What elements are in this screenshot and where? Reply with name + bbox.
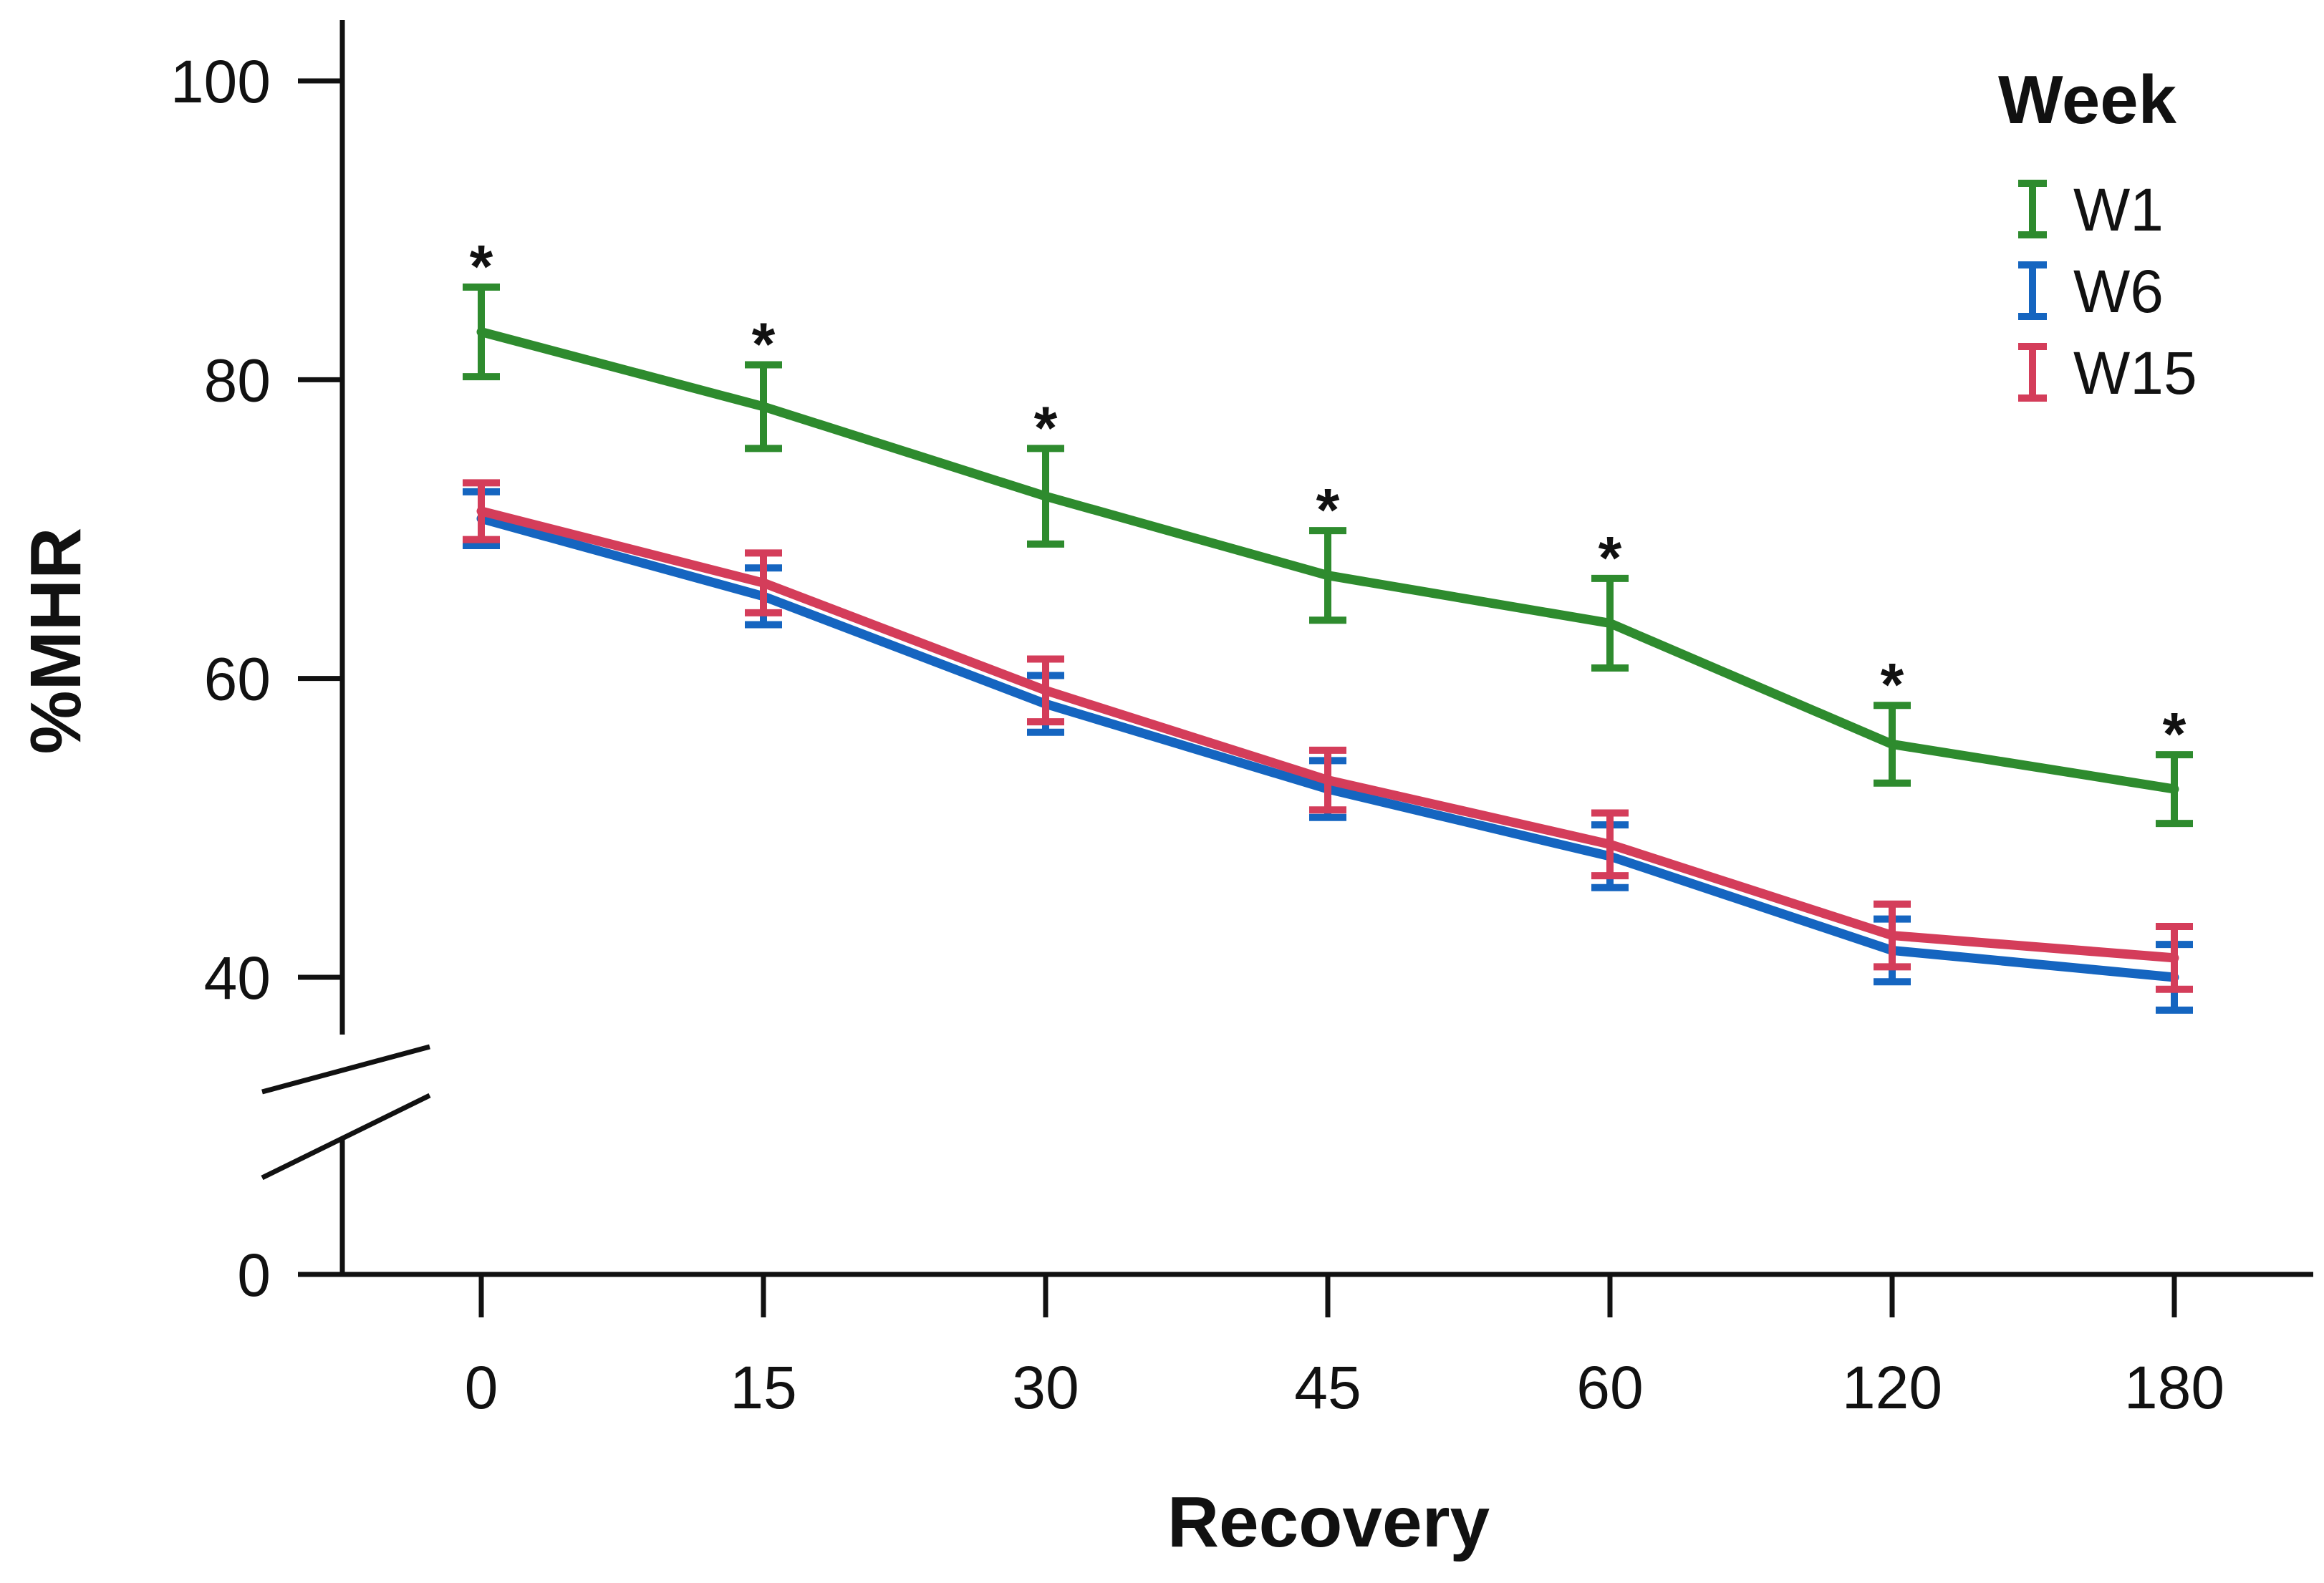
error-bar bbox=[2156, 751, 2193, 828]
x-tick-label: 15 bbox=[730, 1354, 796, 1421]
legend-item-w6: W6 bbox=[2018, 258, 2164, 325]
significance-asterisk: * bbox=[1034, 394, 1058, 461]
error-bar bbox=[463, 283, 500, 381]
x-ticks: 0 15 30 45 60 120 180 bbox=[465, 1274, 2224, 1421]
error-bar bbox=[1309, 527, 1346, 624]
y-tick-label: 0 bbox=[237, 1241, 271, 1309]
significance-asterisk: * bbox=[1316, 476, 1340, 543]
significance-asterisk: * bbox=[2163, 700, 2186, 768]
x-axis-title: Recovery bbox=[1167, 1482, 1490, 1562]
significance-markers: * * * * * * * bbox=[470, 233, 2186, 768]
y-axis-title: %MHR bbox=[16, 528, 96, 755]
error-bar bbox=[1027, 655, 1064, 726]
significance-asterisk: * bbox=[752, 310, 776, 377]
significance-asterisk: * bbox=[1881, 651, 1904, 718]
y-tick-label: 40 bbox=[204, 944, 271, 1012]
significance-asterisk: * bbox=[470, 233, 493, 300]
x-tick-label: 60 bbox=[1576, 1354, 1643, 1421]
x-tick-label: 180 bbox=[2124, 1354, 2224, 1421]
error-bar bbox=[1591, 809, 1629, 880]
y-tick-label: 60 bbox=[204, 646, 271, 713]
legend-item-w15: W15 bbox=[2018, 339, 2197, 407]
legend-item-w1: W1 bbox=[2018, 176, 2164, 243]
series-layer bbox=[463, 283, 2193, 1014]
series-w1 bbox=[463, 283, 2193, 828]
legend: Week W1 W6 W15 bbox=[1998, 62, 2197, 407]
y-tick-label: 80 bbox=[204, 347, 271, 414]
significance-asterisk: * bbox=[1599, 524, 1622, 591]
y-ticks: 0 40 60 80 100 bbox=[170, 48, 342, 1309]
error-bar bbox=[745, 549, 782, 616]
error-bar bbox=[1874, 900, 1911, 971]
x-tick-label: 45 bbox=[1294, 1354, 1361, 1421]
error-bar bbox=[745, 361, 782, 452]
legend-label: W15 bbox=[2073, 339, 2197, 407]
x-tick-label: 0 bbox=[465, 1354, 498, 1421]
axes bbox=[261, 20, 2313, 1277]
x-tick-label: 30 bbox=[1012, 1354, 1079, 1421]
legend-items: W1 W6 W15 bbox=[2018, 176, 2197, 407]
y-tick-label: 100 bbox=[170, 48, 271, 115]
error-bar bbox=[463, 479, 500, 543]
series-w15 bbox=[463, 479, 2193, 993]
axis-break-slash-lower bbox=[261, 1093, 431, 1181]
error-bar bbox=[1309, 746, 1346, 814]
axis-break-slash-upper bbox=[261, 1044, 430, 1095]
axis-break-marker bbox=[261, 1044, 431, 1181]
legend-label: W1 bbox=[2073, 176, 2164, 243]
error-bar bbox=[1591, 574, 1629, 672]
error-bar bbox=[2156, 923, 2193, 993]
x-tick-label: 120 bbox=[1842, 1354, 1942, 1421]
legend-label: W6 bbox=[2073, 258, 2164, 325]
error-bar bbox=[1874, 702, 1911, 787]
legend-title: Week bbox=[1998, 62, 2177, 138]
error-bar bbox=[1027, 445, 1064, 548]
